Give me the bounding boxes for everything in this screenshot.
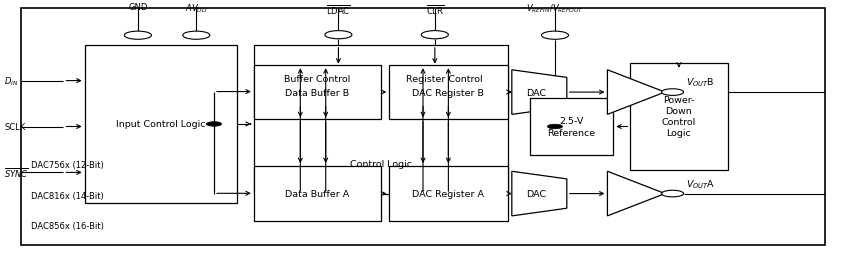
Text: DAC: DAC [526, 189, 547, 198]
Text: DAC: DAC [526, 88, 547, 97]
Bar [254, 166, 381, 221]
Circle shape [124, 32, 151, 40]
Polygon shape [607, 172, 665, 216]
Text: $AV_{DD}$: $AV_{DD}$ [185, 3, 207, 15]
Text: DAC816x (14-Bit): DAC816x (14-Bit) [31, 191, 104, 200]
Text: 2.5-V
Reference: 2.5-V Reference [547, 117, 596, 137]
Text: $V_{REFIN}$/$V_{REFOUT}$: $V_{REFIN}$/$V_{REFOUT}$ [526, 3, 584, 15]
Bar [630, 64, 728, 170]
Text: GND: GND [129, 3, 147, 11]
Polygon shape [512, 71, 567, 115]
Text: SCLK: SCLK [4, 122, 25, 132]
Text: $V_{OUT}$B: $V_{OUT}$B [686, 76, 715, 89]
Polygon shape [512, 172, 567, 216]
Text: Power-
Down
Control
Logic: Power- Down Control Logic [662, 96, 696, 138]
Circle shape [421, 31, 448, 40]
Text: Input Control Logic: Input Control Logic [116, 120, 206, 129]
Text: Control Logic: Control Logic [349, 159, 412, 168]
Text: DAC Register B: DAC Register B [413, 88, 484, 97]
Text: $V_{OUT}$A: $V_{OUT}$A [686, 177, 716, 190]
Text: Register Control: Register Control [406, 74, 482, 83]
Bar [389, 66, 508, 119]
Text: Data Buffer A: Data Buffer A [285, 189, 349, 198]
Text: Data Buffer B: Data Buffer B [285, 88, 349, 97]
Text: $D_{IN}$: $D_{IN}$ [4, 75, 19, 88]
Circle shape [662, 190, 684, 197]
Bar [530, 99, 613, 155]
Circle shape [547, 125, 563, 129]
Text: DAC856x (16-Bit): DAC856x (16-Bit) [31, 221, 104, 231]
Circle shape [325, 31, 352, 40]
Text: $\overline{SYNC}$: $\overline{SYNC}$ [4, 166, 29, 180]
Text: DAC Register A: DAC Register A [412, 189, 485, 198]
Text: $\overline{\mathrm{LDAC}}$: $\overline{\mathrm{LDAC}}$ [326, 3, 351, 17]
Bar [85, 46, 237, 203]
Circle shape [662, 89, 684, 96]
Text: $\overline{\mathrm{CLR}}$: $\overline{\mathrm{CLR}}$ [426, 3, 444, 17]
Text: DAC756x (12-Bit): DAC756x (12-Bit) [31, 161, 104, 170]
Text: Buffer Control: Buffer Control [284, 74, 350, 83]
Circle shape [541, 32, 569, 40]
Bar [254, 66, 381, 119]
Polygon shape [607, 71, 665, 115]
Bar [389, 166, 508, 221]
Circle shape [183, 32, 210, 40]
Circle shape [206, 122, 222, 127]
Bar [254, 46, 508, 194]
